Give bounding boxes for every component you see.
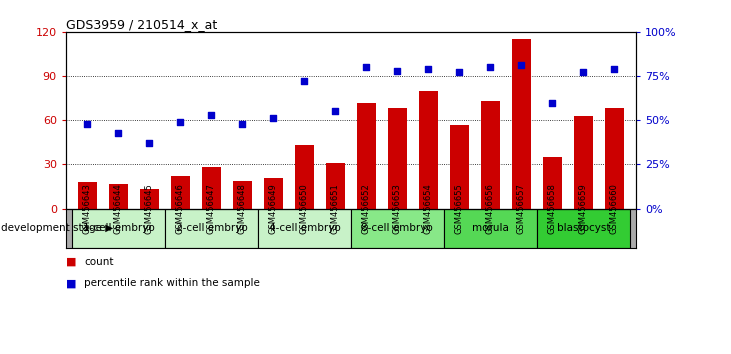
Text: GDS3959 / 210514_x_at: GDS3959 / 210514_x_at [66, 18, 217, 31]
Text: 2-cell embryo: 2-cell embryo [175, 223, 247, 233]
Bar [605, 108, 624, 209]
Point [392, 68, 404, 74]
Text: GSM456655: GSM456655 [455, 183, 464, 234]
Point [577, 70, 589, 75]
Point [237, 121, 249, 127]
Point [298, 79, 310, 84]
Text: development stage ▶: development stage ▶ [1, 223, 113, 233]
Bar [481, 101, 499, 209]
Point [547, 100, 558, 105]
Bar [109, 183, 128, 209]
Bar [202, 167, 221, 209]
Text: GSM456654: GSM456654 [424, 183, 433, 234]
Bar [574, 116, 593, 209]
Text: percentile rank within the sample: percentile rank within the sample [84, 278, 260, 288]
Text: count: count [84, 257, 113, 267]
Bar [326, 163, 345, 209]
Point [175, 119, 186, 125]
Bar [543, 157, 561, 209]
Text: blastocyst: blastocyst [556, 223, 610, 233]
Point [143, 140, 155, 146]
Text: ■: ■ [66, 257, 80, 267]
Point [485, 64, 496, 70]
Text: ■: ■ [66, 278, 80, 288]
Bar [450, 125, 469, 209]
Bar [512, 39, 531, 209]
Bar [233, 181, 251, 209]
Point [515, 63, 527, 68]
Bar [295, 145, 314, 209]
Bar [537, 209, 630, 248]
Bar [351, 209, 444, 248]
Text: GSM456653: GSM456653 [393, 183, 402, 234]
Text: GSM456649: GSM456649 [269, 183, 278, 234]
Text: GSM456659: GSM456659 [579, 183, 588, 234]
Bar [78, 182, 96, 209]
Bar [171, 176, 190, 209]
Text: GSM456644: GSM456644 [114, 183, 123, 234]
Bar [357, 103, 376, 209]
Point [453, 70, 465, 75]
Text: GSM456656: GSM456656 [486, 183, 495, 234]
Bar [264, 178, 283, 209]
Text: GSM456646: GSM456646 [176, 183, 185, 234]
Text: GSM456657: GSM456657 [517, 183, 526, 234]
Point [113, 130, 124, 135]
Point [330, 109, 341, 114]
Text: morula: morula [472, 223, 509, 233]
Text: GSM456643: GSM456643 [83, 183, 92, 234]
Point [268, 116, 279, 121]
Text: 4-cell embryo: 4-cell embryo [268, 223, 340, 233]
Text: 1-cell embryo: 1-cell embryo [83, 223, 154, 233]
Bar [165, 209, 258, 248]
Bar [444, 209, 537, 248]
Point [205, 112, 217, 118]
Text: GSM456647: GSM456647 [207, 183, 216, 234]
Text: 8-cell embryo: 8-cell embryo [362, 223, 433, 233]
Text: GSM456648: GSM456648 [238, 183, 247, 234]
Bar [258, 209, 351, 248]
Text: GSM456658: GSM456658 [548, 183, 557, 234]
Point [82, 121, 94, 127]
Bar [419, 91, 438, 209]
Bar [72, 209, 165, 248]
Point [423, 66, 434, 72]
Text: GSM456645: GSM456645 [145, 183, 154, 234]
Text: GSM456651: GSM456651 [331, 183, 340, 234]
Point [360, 64, 372, 70]
Point [608, 66, 620, 72]
Bar [388, 108, 406, 209]
Bar [140, 189, 159, 209]
Text: GSM456650: GSM456650 [300, 183, 309, 234]
Text: GSM456652: GSM456652 [362, 183, 371, 234]
Text: GSM456660: GSM456660 [610, 183, 618, 234]
